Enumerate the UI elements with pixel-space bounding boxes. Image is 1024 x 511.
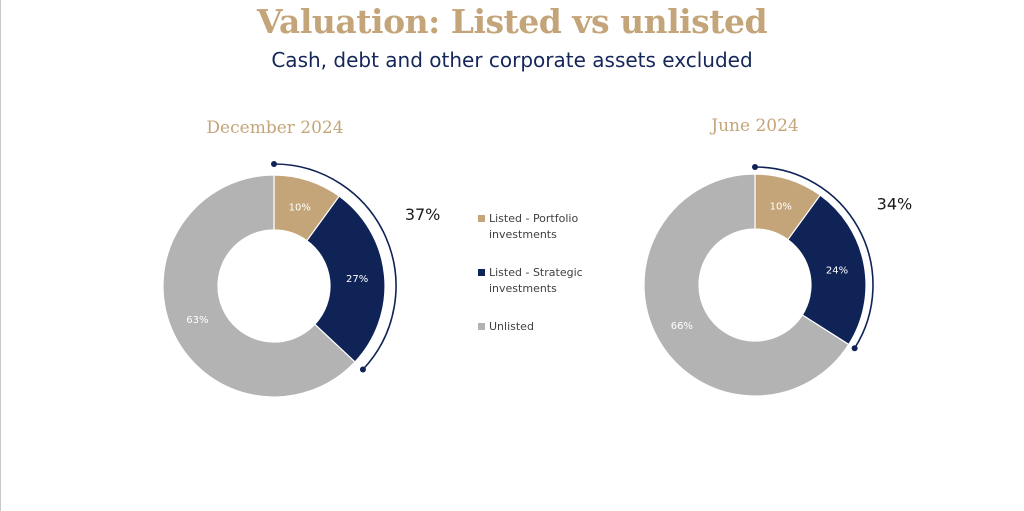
legend-label: Listed - Strategic [489,266,583,279]
donut-slice-strategic [306,195,386,363]
chart-title-june: June 2024 [711,116,799,136]
slice-label: 10% [770,202,792,213]
chart-title-december: December 2024 [206,118,344,138]
legend-label: investments [489,228,557,241]
donut-slice-unlisted [162,174,356,398]
bracket-end-dot [851,345,858,352]
legend-swatch-portfolio [478,215,485,222]
listed-total-label: 37% [405,205,441,224]
slice-label: 24% [826,265,848,276]
slice-label: 10% [289,203,311,214]
donut-slice-unlisted [643,173,850,397]
legend-item-portfolio: Listed - Portfolio investments [478,211,598,243]
chart-legend: Listed - Portfolio investments Listed - … [478,211,598,357]
donut-slice-strategic [787,194,867,346]
legend-item-strategic: Listed - Strategic investments [478,265,598,297]
legend-label: Listed - Portfolio [489,212,579,225]
page-title: Valuation: Listed vs unlisted [256,2,768,41]
legend-label: investments [489,282,557,295]
legend-swatch-unlisted [478,323,485,330]
bracket-start-dot [752,164,758,170]
bracket-start-dot [271,161,277,167]
slice-label: 63% [186,315,208,326]
listed-total-label: 34% [877,194,913,213]
slice-label: 66% [671,321,693,332]
legend-swatch-strategic [478,269,485,276]
slice-label: 27% [346,274,368,285]
legend-item-unlisted: Unlisted [478,319,598,335]
page-subtitle: Cash, debt and other corporate assets ex… [271,48,753,72]
listed-bracket-arc [754,166,874,349]
bracket-end-dot [359,366,366,373]
listed-bracket-arc [273,163,397,371]
page-edge-rule [0,0,1,511]
legend-label: Unlisted [489,320,534,333]
